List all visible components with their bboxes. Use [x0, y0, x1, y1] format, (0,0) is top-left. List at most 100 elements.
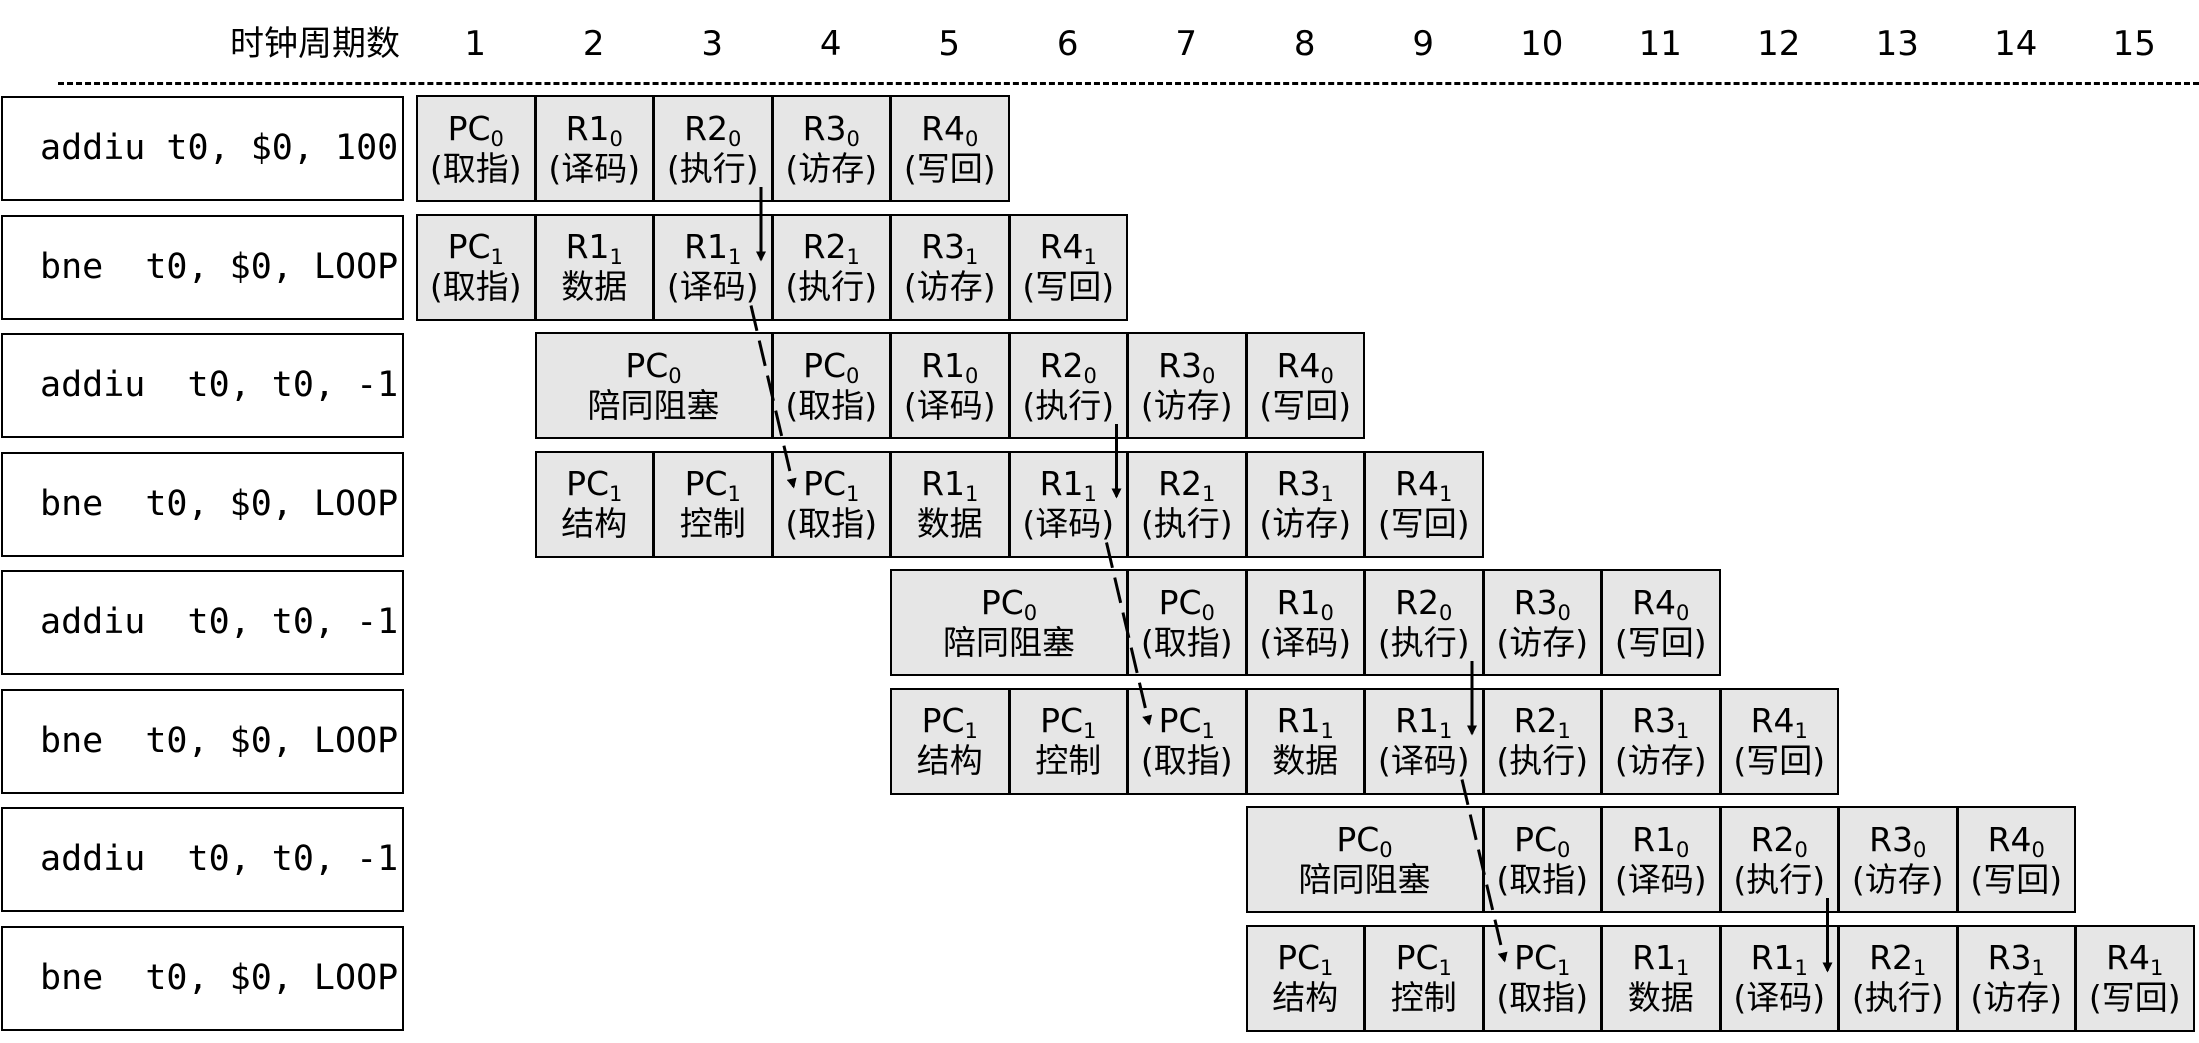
stage-label: (译码): [1733, 978, 1826, 1017]
register-subscript: 1: [1083, 482, 1097, 506]
register-subscript: 1: [1320, 482, 1334, 506]
stage-register: PC0: [1159, 583, 1215, 624]
register-name: R3: [802, 108, 847, 148]
stage-register: R41: [1039, 227, 1097, 268]
stage-register: R31: [1988, 938, 2045, 979]
register-name: R1: [1632, 819, 1677, 859]
stage-label: (取指): [1140, 741, 1233, 780]
stage-cell: R30 (访存): [771, 95, 891, 202]
stage-label: (执行): [1022, 385, 1115, 425]
stage-register: R11: [921, 464, 978, 505]
register-subscript: 1: [1794, 956, 1808, 980]
register-name: PC: [1040, 701, 1084, 740]
register-subscript: 0: [490, 126, 504, 151]
stage-register: R10: [566, 109, 623, 151]
stage-register: PC0: [803, 345, 859, 387]
stage-cell: R30 (访存): [1127, 332, 1247, 439]
stage-cell: PC1 结构: [890, 687, 1010, 795]
register-subscript: 0: [1023, 600, 1038, 625]
stage-register: R11: [1632, 938, 1690, 980]
stage-label: (取指): [785, 385, 878, 425]
register-subscript: 0: [1379, 837, 1393, 862]
register-name: R2: [1869, 938, 1914, 977]
register-subscript: 1: [728, 245, 742, 269]
stage-register: PC1: [1396, 938, 1452, 979]
register-subscript: 1: [1439, 719, 1453, 743]
instruction-box: bne t0, $0, LOOP: [1, 214, 404, 320]
register-subscript: 0: [1202, 363, 1216, 388]
stage-register: R40: [1987, 819, 2045, 861]
stage-label: 陪同阻塞: [587, 385, 720, 425]
stage-label: (译码): [666, 267, 759, 306]
stage-cell: R20 (执行): [653, 95, 773, 202]
register-subscript: 0: [609, 126, 623, 151]
cycle-number: 4: [819, 24, 842, 64]
register-subscript: 1: [1320, 956, 1334, 980]
stage-register: R11: [684, 227, 742, 269]
stage-cell: R10 (译码): [1245, 569, 1365, 676]
instruction-box: bne t0, $0, LOOP: [1, 925, 404, 1031]
stage-cell: PC1 结构: [534, 450, 654, 558]
stage-cell: R31 (访存): [890, 213, 1010, 321]
stage-register: R20: [1395, 583, 1452, 624]
stage-cell: R11 数据: [1245, 687, 1365, 795]
cycle-number: 10: [1520, 24, 1564, 64]
stage-cell: PC0 陪同阻塞: [534, 332, 773, 439]
stage-register: PC1: [1514, 938, 1570, 979]
register-name: PC: [447, 227, 491, 266]
register-subscript: 1: [1676, 956, 1690, 980]
stage-label: (访存): [785, 148, 878, 188]
register-name: R1: [1276, 701, 1321, 740]
stage-cell: R41 (写回): [1719, 687, 1839, 795]
stage-label: (取指): [1496, 978, 1589, 1017]
register-subscript: 1: [846, 245, 860, 269]
stage-cell: R21 (执行): [771, 213, 891, 321]
stage-label: 结构: [561, 504, 628, 543]
stage-register: R20: [684, 109, 741, 150]
cycle-number: 9: [1412, 24, 1435, 64]
stage-register: PC0: [1336, 820, 1393, 862]
register-name: R1: [1632, 938, 1677, 977]
register-name: R4: [1039, 227, 1084, 266]
stage-cell: PC0 (取指): [1482, 806, 1602, 913]
stage-cell: R41 (写回): [2075, 924, 2195, 1032]
register-subscript: 1: [1320, 719, 1334, 743]
register-subscript: 1: [490, 245, 504, 269]
stage-label: (写回): [903, 148, 996, 188]
register-name: R1: [684, 227, 729, 266]
register-name: PC: [980, 582, 1024, 622]
stage-register: R11: [1395, 701, 1453, 743]
register-name: PC: [921, 701, 965, 740]
header-divider: [58, 82, 2199, 85]
register-subscript: 1: [727, 482, 741, 506]
cycle-number: 15: [2112, 24, 2156, 64]
register-name: R4: [1276, 345, 1321, 385]
register-name: PC: [1158, 701, 1202, 740]
register-name: PC: [1514, 819, 1558, 859]
cycle-number: 13: [1875, 24, 1919, 64]
stage-register: PC0: [625, 346, 681, 387]
register-subscript: 0: [965, 126, 979, 151]
instruction-box: addiu t0, t0, -1: [1, 570, 404, 675]
stage-label: (译码): [1377, 741, 1470, 780]
stage-cell: PC1 控制: [1008, 687, 1128, 795]
register-name: R4: [2106, 938, 2151, 977]
register-subscript: 0: [1676, 600, 1690, 625]
stage-cell: R10 (译码): [1601, 806, 1721, 913]
cycle-number: 8: [1293, 24, 1316, 64]
cycle-number: 14: [1994, 24, 2038, 64]
stage-cell: R11 (译码): [1364, 687, 1484, 795]
register-name: PC: [803, 345, 847, 385]
stage-label: (访存): [1851, 859, 1944, 899]
stage-label: (访存): [1259, 504, 1352, 543]
stage-label: (译码): [903, 385, 996, 425]
register-name: R4: [1987, 819, 2032, 859]
instruction-box: bne t0, $0, LOOP: [1, 451, 404, 557]
stage-register: R41: [2106, 938, 2163, 979]
register-name: R3: [1513, 582, 1558, 622]
stage-label: 结构: [916, 741, 983, 780]
stage-label: (访存): [1496, 622, 1589, 662]
stage-register: PC1: [803, 464, 859, 505]
register-name: R1: [921, 464, 966, 503]
